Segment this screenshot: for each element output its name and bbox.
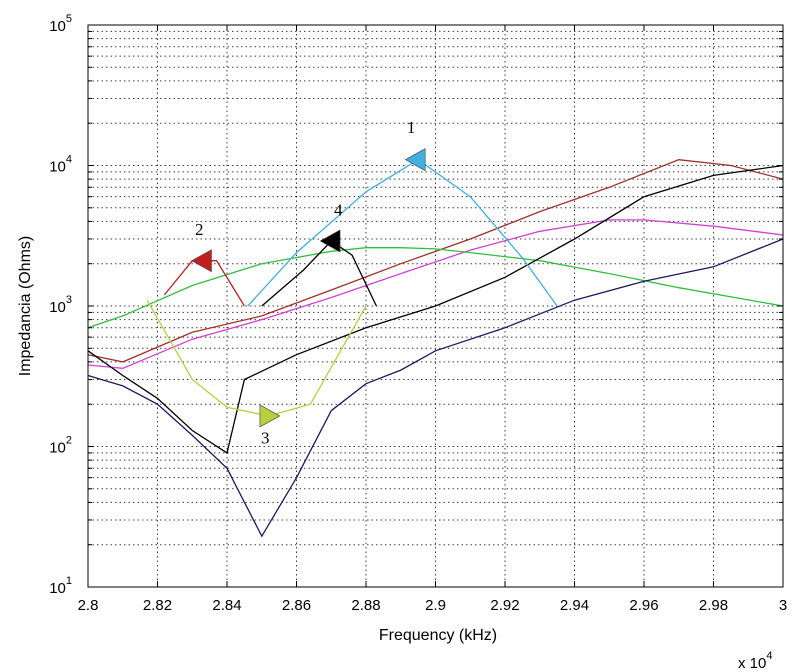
series-line-3	[87, 247, 784, 329]
x-tick-label: 2.98	[699, 597, 728, 614]
resonance-marker-3	[259, 404, 281, 428]
x-tick-label: 2.92	[490, 597, 519, 614]
resonance-marker-1	[404, 148, 426, 172]
y-axis-label: Impedancia (Ohms)	[17, 236, 34, 377]
y-tick-label: 102	[49, 435, 72, 457]
plot-lines: 1 2 3 4	[87, 118, 784, 538]
x-tick-label: 2.84	[212, 597, 241, 614]
x-tick-label: 2.9	[425, 597, 446, 614]
x-tick-label: 2.86	[282, 597, 311, 614]
y-tick-label: 104	[49, 154, 72, 176]
resonance-label-3: 3	[261, 429, 270, 448]
resonance-label-2: 2	[195, 220, 204, 239]
x-tick-label: 3	[779, 597, 787, 614]
x-tick-label: 2.96	[629, 597, 658, 614]
resonance-marker-2	[191, 249, 212, 273]
resonance-curve-3	[146, 299, 367, 417]
x-tick-label: 2.8	[78, 597, 99, 614]
y-tick-label: 101	[49, 575, 72, 597]
x-tick-label: 2.88	[351, 597, 380, 614]
resonance-marker-4	[319, 229, 341, 253]
series-line-4	[87, 164, 784, 454]
resonance-label-4: 4	[334, 201, 343, 220]
x-multiplier-label: x 104	[738, 650, 772, 672]
x-tick-label: 2.94	[560, 597, 589, 614]
resonance-label-1: 1	[407, 118, 416, 137]
axis-ticks: 2.8 2.82 2.84 2.86 2.88 2.9 2.92 2.94 2.96 2.98 31…	[49, 13, 787, 614]
series-line-1	[87, 159, 784, 363]
y-tick-label: 103	[49, 294, 72, 316]
x-tick-label: 2.82	[143, 597, 172, 614]
x-axis-label: Frequency (kHz)	[379, 627, 497, 644]
series-line-5	[87, 238, 784, 538]
y-tick-label: 105	[49, 13, 72, 35]
series-line-2	[87, 219, 784, 369]
